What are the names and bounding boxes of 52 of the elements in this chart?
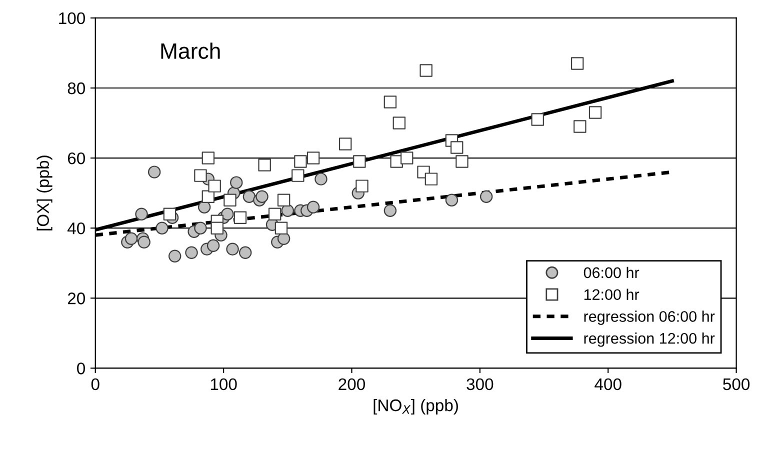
point (242, 190, 256, 203)
point (306, 200, 320, 214)
point (292, 169, 304, 182)
legend-label: regression 12:00 hr (584, 332, 715, 347)
x-tick-label: 500 (723, 378, 750, 390)
point (356, 180, 368, 192)
point (210, 222, 224, 234)
legend-label: regression 06:00 hr (584, 310, 715, 325)
point (531, 113, 544, 126)
y-axis-title: [OX] (ppb) (36, 156, 52, 230)
point (124, 232, 138, 245)
point (480, 190, 493, 203)
point (224, 194, 236, 206)
point (230, 176, 243, 189)
x-tick-label: 0 (91, 378, 100, 390)
point (138, 236, 150, 248)
point (256, 190, 268, 203)
point (198, 200, 211, 214)
point (314, 172, 328, 186)
y-tick-label: 60 (68, 152, 86, 164)
x-tick-label: 100 (210, 378, 237, 390)
legend-label: 06:00 hr (584, 266, 640, 278)
point (268, 208, 282, 220)
annotation: March (161, 42, 220, 59)
point (445, 194, 458, 206)
y-tick-label: 100 (59, 12, 86, 24)
point (353, 155, 366, 168)
point (163, 208, 176, 220)
y-tick-label: 20 (68, 292, 86, 304)
y-tick-label: 80 (68, 82, 86, 94)
point (234, 211, 247, 224)
point (148, 166, 161, 178)
point (281, 204, 294, 217)
x-axis-title: [NO$_{X}$] (ppb) (374, 398, 458, 415)
point (135, 208, 148, 220)
point (384, 204, 397, 217)
y-tick-label: 40 (68, 222, 86, 234)
point (185, 246, 198, 259)
x-tick-label: 200 (338, 378, 365, 390)
point (194, 222, 207, 234)
point (194, 169, 207, 182)
point (206, 239, 220, 252)
point (156, 222, 168, 234)
point (226, 242, 239, 256)
y-tick-label: 0 (77, 362, 85, 374)
x-tick-label: 400 (594, 378, 622, 390)
point (274, 222, 288, 234)
point (221, 208, 234, 220)
point (168, 250, 182, 262)
legend-label: 12:00 hr (584, 288, 640, 300)
x-tick-label: 300 (466, 378, 494, 390)
point (238, 246, 252, 259)
